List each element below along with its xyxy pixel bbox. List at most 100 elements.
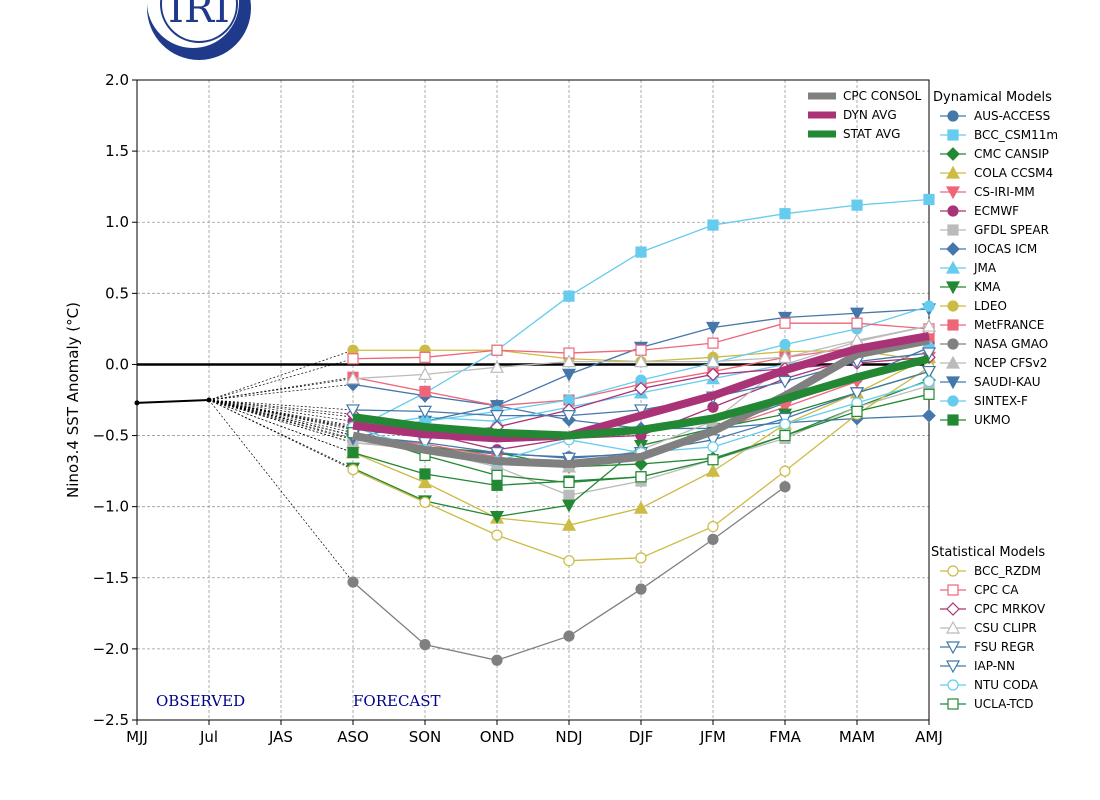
logo-text: IRI xyxy=(168,0,230,32)
legend-label: NCEP CFSv2 xyxy=(974,356,1047,370)
legend-title-statistical: Statistical Models xyxy=(931,545,1045,560)
data-point-ntu-coda xyxy=(779,418,791,430)
forecast-connector xyxy=(208,399,354,439)
data-point-cpc-mrkov xyxy=(706,367,720,382)
data-point-metfrance xyxy=(419,385,431,398)
y-tick-label: −0.5 xyxy=(93,427,129,445)
y-tick-label: −1.0 xyxy=(93,498,129,516)
y-tick-label: −2.5 xyxy=(93,711,129,729)
data-point-fsu-regr xyxy=(633,404,649,418)
x-tick-label: JAS xyxy=(268,728,293,746)
legend-label: KMA xyxy=(974,280,1001,294)
legend-label: CPC MRKOV xyxy=(974,602,1046,616)
data-point-gfdl-spear xyxy=(563,489,575,501)
data-point-iap-nn xyxy=(849,387,865,401)
data-point-bcc-rzdm xyxy=(419,496,431,508)
data-point-cola-ccsm4 xyxy=(417,475,433,489)
series-ucla-tcd xyxy=(347,388,935,489)
legend-label: NTU CODA xyxy=(974,678,1039,692)
data-point-cola-ccsm4 xyxy=(633,500,649,514)
legend-marker xyxy=(947,129,959,141)
data-point-fsu-regr xyxy=(777,375,793,389)
legend-label: UKMO xyxy=(974,413,1010,427)
forecast-connector xyxy=(208,378,354,401)
legend-marker xyxy=(945,376,961,390)
data-point-cola-ccsm4 xyxy=(561,517,577,531)
legend-marker xyxy=(945,260,961,274)
legend-marker xyxy=(947,300,959,312)
data-point-bcc-csm11m xyxy=(923,193,935,206)
forecast-label: FORECAST xyxy=(353,692,441,710)
legend-label: IOCAS ICM xyxy=(974,242,1037,256)
forecast-connector xyxy=(208,399,354,469)
forecast-connector xyxy=(208,399,354,411)
legend-marker xyxy=(947,224,959,236)
legend-marker xyxy=(947,414,959,426)
legend-label: MetFRANCE xyxy=(974,318,1044,332)
forecast-connector xyxy=(208,399,354,434)
legend-label: FSU REGR xyxy=(974,640,1034,654)
data-point-csu-clipr xyxy=(705,354,721,368)
legend-marker xyxy=(945,355,961,369)
legend-label: ECMWF xyxy=(974,204,1019,218)
data-point-ukmo xyxy=(347,447,359,459)
data-point-bcc-csm11m xyxy=(563,290,575,302)
data-point-fsu-regr xyxy=(561,410,577,423)
data-point-bcc-rzdm xyxy=(491,529,503,541)
observed-label: OBSERVED xyxy=(156,692,245,710)
forecast-connector xyxy=(208,384,354,401)
legend-label: SINTEX-F xyxy=(974,394,1028,408)
data-point-cpc-ca xyxy=(707,337,719,349)
legend-marker xyxy=(947,205,959,217)
data-point-bcc-csm11m xyxy=(707,219,719,231)
data-point-ukmo xyxy=(491,479,503,491)
x-tick-label: JFM xyxy=(699,728,726,746)
forecast-connector xyxy=(208,349,354,401)
x-tick-label: MJJ xyxy=(126,728,148,746)
data-point-fsu-regr xyxy=(489,410,505,423)
data-point-nasa-gmao xyxy=(419,639,431,651)
data-point-iap-nn xyxy=(921,365,937,379)
legend-marker xyxy=(947,110,959,122)
data-point-cpc-ca xyxy=(347,353,359,365)
data-point-bcc-rzdm xyxy=(347,464,359,476)
data-point-saudi-kau xyxy=(705,321,721,335)
legend-label: UCLA-TCD xyxy=(974,697,1034,711)
y-tick-label: 1.0 xyxy=(105,213,129,231)
observed-point xyxy=(206,397,212,403)
data-point-cpc-ca xyxy=(419,351,431,363)
legend-label: AUS-ACCESS xyxy=(974,109,1050,123)
data-point-nasa-gmao xyxy=(707,533,719,545)
legend-label: STAT AVG xyxy=(843,127,900,141)
legend-label: NASA GMAO xyxy=(974,337,1048,351)
legend-label: IAP-NN xyxy=(974,659,1015,673)
data-point-ucla-tcd xyxy=(707,454,719,466)
data-point-nasa-gmao xyxy=(779,481,791,493)
legend-marker xyxy=(947,565,959,577)
data-point-bcc-rzdm xyxy=(707,520,719,533)
y-tick-label: −2.0 xyxy=(93,640,129,658)
forecast-connector xyxy=(208,399,354,429)
legend-marker xyxy=(945,620,961,634)
data-point-cpc-ca xyxy=(851,317,863,329)
legend-label: CSU CLIPR xyxy=(974,621,1037,635)
legend-label: CS-IRI-MM xyxy=(974,185,1035,199)
forecast-connector xyxy=(208,399,354,422)
forecast-connector xyxy=(208,399,354,436)
x-tick-label: OND xyxy=(480,728,515,746)
series-line-dyn-avg xyxy=(352,332,930,443)
data-point-csu-clipr xyxy=(417,367,433,380)
data-point-sintex-f xyxy=(779,338,791,351)
legend-label: JMA xyxy=(973,261,997,275)
data-point-nasa-gmao xyxy=(635,583,647,595)
legend-marker xyxy=(947,679,959,691)
x-tick-label: FMA xyxy=(769,728,802,746)
data-point-csu-clipr xyxy=(345,371,361,385)
data-point-nasa-gmao xyxy=(347,576,359,588)
data-point-iap-nn xyxy=(489,447,505,460)
legend-label: CPC CONSOL xyxy=(843,89,922,103)
data-point-iocas-icm xyxy=(922,408,936,423)
x-tick-label: SON xyxy=(409,728,442,746)
data-point-saudi-kau xyxy=(561,368,577,382)
